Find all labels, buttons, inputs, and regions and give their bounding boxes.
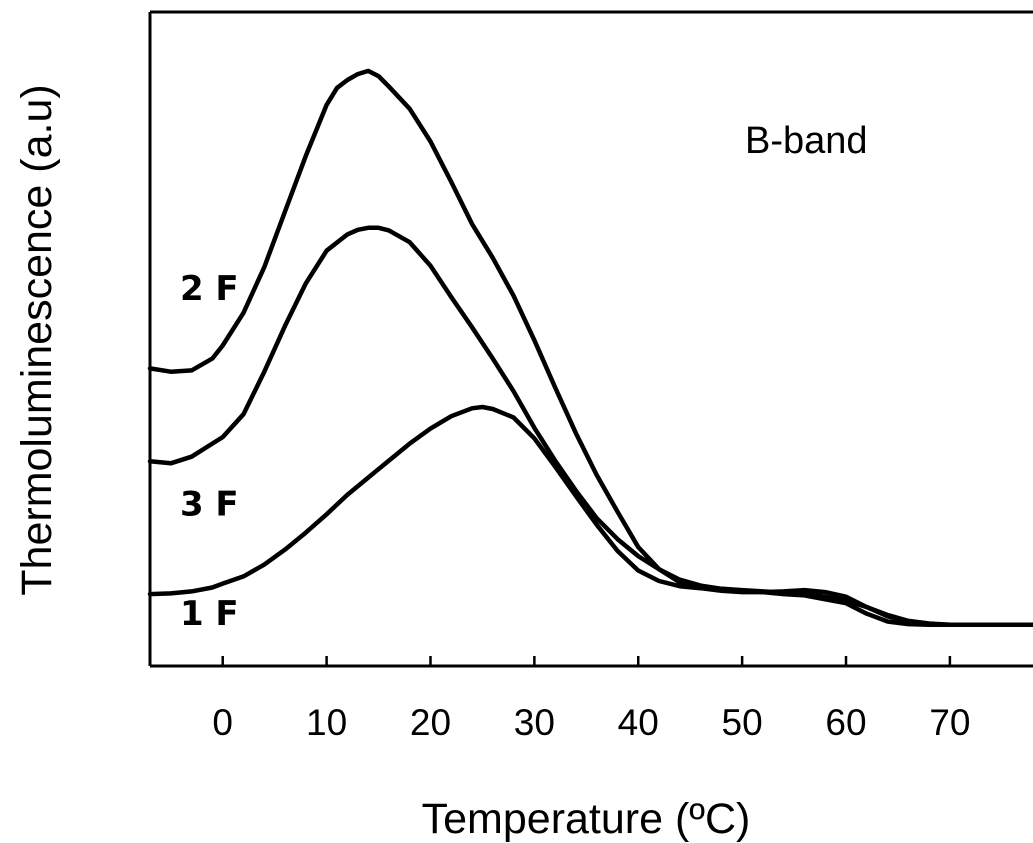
x-axis-tick-labels: 0 10 20 30 40 50 60 70 [212, 702, 970, 743]
y-axis-title: Thermoluminescence (a.u) [13, 84, 61, 595]
series-label-1f: 1 F [180, 594, 239, 634]
series-line-2f [147, 68, 1033, 628]
x-tick-label: 50 [722, 702, 763, 743]
x-tick-label: 40 [618, 702, 659, 743]
series-lines [147, 68, 1033, 628]
x-tick-label: 70 [929, 702, 970, 743]
series-label-3f: 3 F [180, 485, 239, 525]
series-line-1f [147, 404, 1033, 628]
x-axis-ticks [221, 656, 952, 666]
x-tick-label: 0 [212, 702, 233, 743]
b-band-annotation: B-band [745, 120, 868, 162]
x-axis-title: Temperature (ºC) [422, 795, 751, 843]
x-tick-label: 10 [306, 702, 347, 743]
x-tick-label: 60 [825, 702, 866, 743]
plot-frame [148, 10, 1033, 668]
series-labels: 2 F 3 F 1 F [180, 269, 239, 634]
x-tick-label: 30 [514, 702, 555, 743]
series-label-2f: 2 F [180, 269, 239, 309]
x-tick-label: 20 [410, 702, 451, 743]
